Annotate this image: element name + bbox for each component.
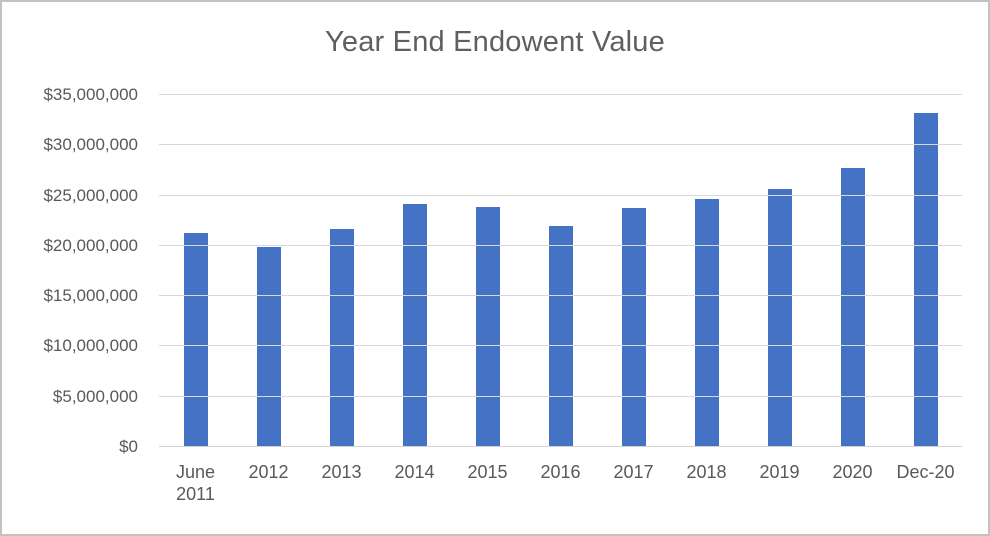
gridline [159,395,962,397]
gridline [159,144,962,146]
bar-2014 [402,203,427,447]
x-tick-label: 2014 [394,462,435,482]
bar-slot [451,95,524,447]
bar-slot [524,95,597,447]
bar-slot [378,95,451,447]
y-tick-label: $0 [119,437,138,456]
x-tick-label: 2020 [832,462,873,482]
y-tick-label: $20,000,000 [43,235,138,255]
bar-2019 [767,188,792,447]
x-tick-label: 2016 [540,462,581,482]
x-tick-label: 2012 [248,462,289,482]
gridline [159,345,962,347]
y-tick-label: $25,000,000 [43,185,138,205]
x-axis-labels: June 2011 2012 2013 2014 2015 2016 2017 2018 201… [159,461,962,505]
y-tick-label: $30,000,000 [43,135,138,155]
gridline [159,194,962,196]
plot-area [159,94,962,447]
bar-slot [305,95,378,447]
x-tick-label: 2017 [613,462,654,482]
bar-2012 [256,246,281,447]
bar-2018 [694,198,719,447]
gridline [159,295,962,297]
bar-2020 [840,168,865,447]
gridline [159,244,962,246]
bar-June 2011 [183,232,208,447]
bar-2015 [475,206,500,447]
bar-slot [670,95,743,447]
x-tick-label: Dec-20 [896,462,955,482]
y-tick-label: $10,000,000 [43,336,138,356]
bar-Dec-20 [913,113,938,447]
x-tick-label: 2015 [467,462,508,482]
bar-2016 [548,225,573,447]
bars-container [159,95,962,447]
x-tick-label: 2018 [686,462,727,482]
bar-slot [743,95,816,447]
bar-slot [889,95,962,447]
bar-slot [159,95,232,447]
bar-slot [816,95,889,447]
bar-slot [232,95,305,447]
y-tick-label: $35,000,000 [43,85,138,104]
bar-2013 [329,228,354,447]
chart-title: Year End Endowent Value [325,26,665,58]
y-tick-label: $15,000,000 [43,286,138,306]
gridline [159,94,962,95]
x-tick-label: 2013 [321,462,362,482]
y-tick-label: $5,000,000 [52,386,138,406]
bar-slot [597,95,670,447]
x-tick-label: 2019 [759,462,800,482]
x-axis-line [159,446,962,447]
x-tick-label: June 2011 [175,462,216,504]
bar-2017 [621,207,646,447]
